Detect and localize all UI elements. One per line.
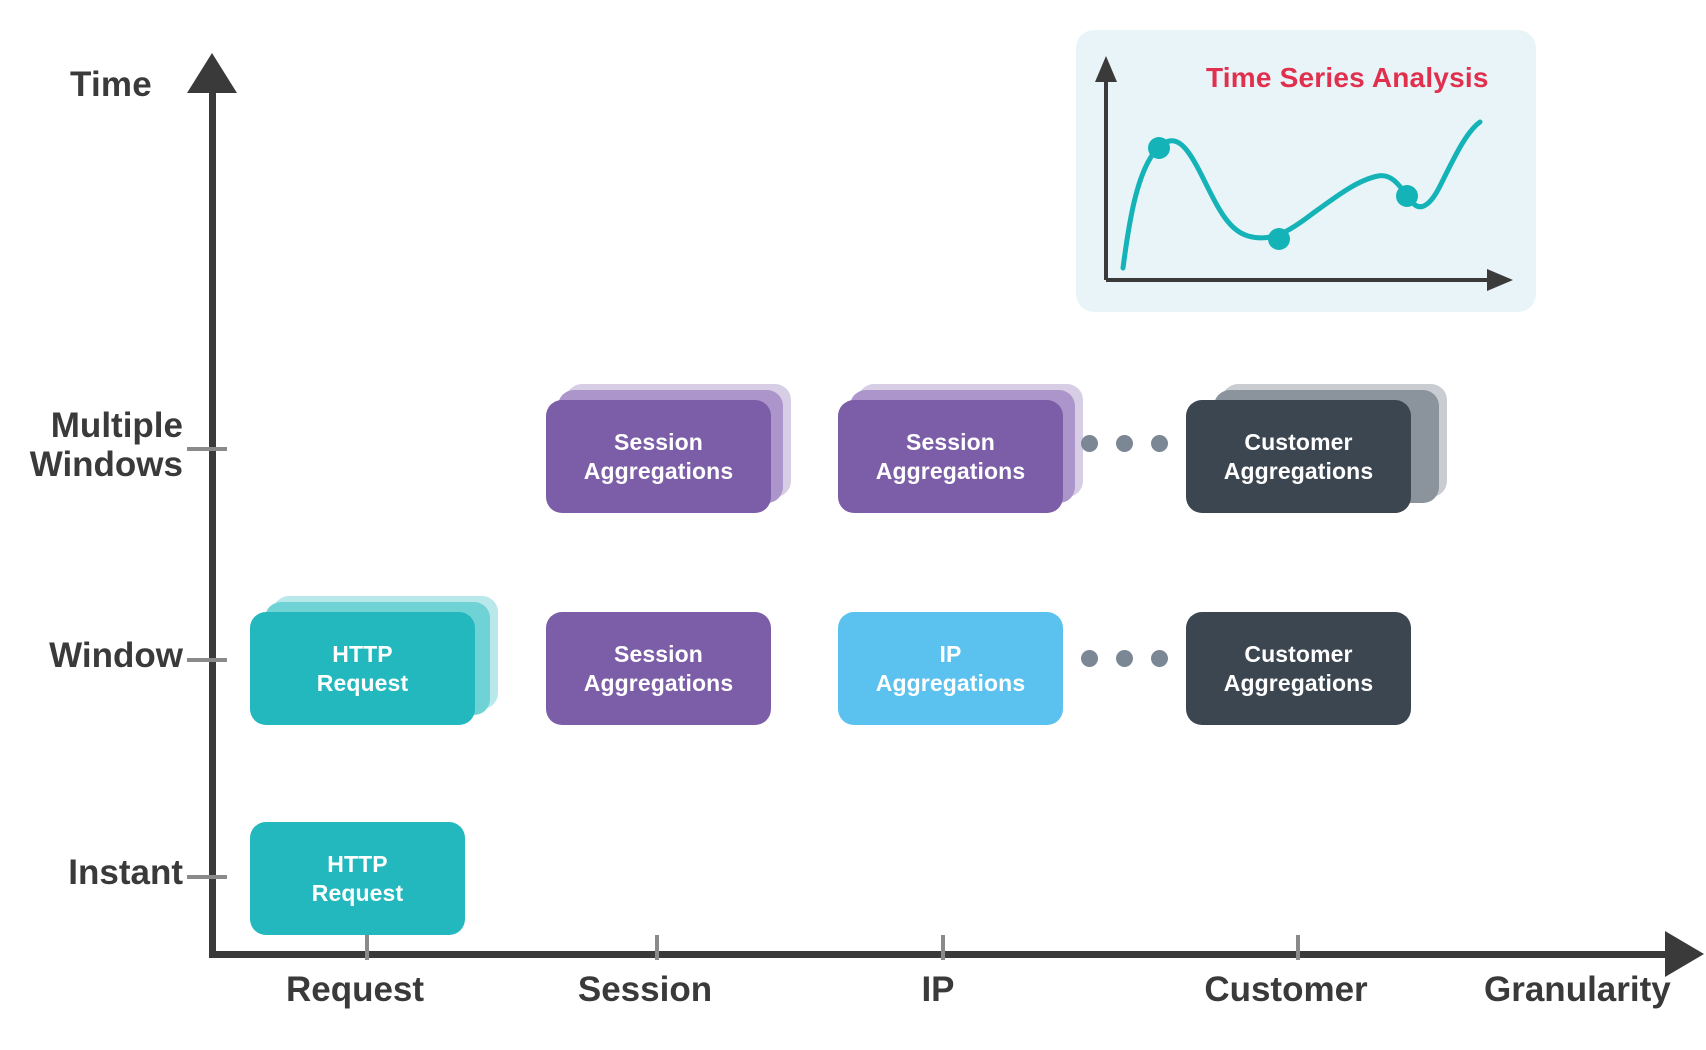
y-axis-arrow-icon	[187, 53, 237, 93]
x-label-customer: Customer	[1204, 970, 1368, 1009]
dot-icon	[1116, 650, 1133, 667]
x-tick-request	[365, 935, 369, 960]
node-http-request-window[interactable]: HTTP Request	[250, 612, 475, 725]
time-series-inset-chart	[1095, 56, 1513, 291]
x-tick-session	[655, 935, 659, 960]
inset-marker-point	[1396, 185, 1418, 207]
y-tick-window	[187, 658, 227, 662]
node-http-request-instant[interactable]: HTTP Request	[250, 822, 465, 935]
x-axis-title: Granularity	[1484, 970, 1671, 1009]
node-label: Session Aggregations	[583, 640, 734, 696]
y-label-instant: Instant	[68, 853, 183, 892]
dot-icon	[1151, 650, 1168, 667]
dot-icon	[1151, 435, 1168, 452]
node-label: Session Aggregations	[875, 428, 1026, 484]
time-series-inset-card	[1076, 30, 1536, 312]
node-label: HTTP Request	[311, 850, 404, 906]
y-label-window: Window	[49, 636, 183, 675]
y-tick-multiple-windows	[187, 447, 227, 451]
x-label-session: Session	[577, 970, 713, 1009]
node-session-aggregations-multiwindow-ip[interactable]: Session Aggregations	[838, 400, 1063, 513]
x-label-ip: IP	[921, 970, 955, 1009]
node-label: Session Aggregations	[583, 428, 734, 484]
inset-marker-point	[1148, 137, 1170, 159]
x-axis-arrow-icon	[1665, 931, 1704, 977]
x-tick-customer	[1296, 935, 1300, 960]
node-label: Customer Aggregations	[1223, 428, 1374, 484]
y-axis-line	[209, 84, 216, 958]
node-customer-aggregations-window[interactable]: Customer Aggregations	[1186, 612, 1411, 725]
node-session-aggregations-window[interactable]: Session Aggregations	[546, 612, 771, 725]
y-label-multiple-windows: Multiple Windows	[29, 406, 183, 485]
node-label: IP Aggregations	[875, 640, 1026, 696]
dot-icon	[1081, 650, 1098, 667]
node-customer-aggregations-multiwindow[interactable]: Customer Aggregations	[1186, 400, 1411, 513]
inset-x-axis-arrow-icon	[1487, 269, 1513, 291]
node-session-aggregations-multiwindow-session[interactable]: Session Aggregations	[546, 400, 771, 513]
ellipsis-dots-window	[1081, 650, 1168, 667]
x-label-request: Request	[285, 970, 425, 1009]
inset-series-line	[1120, 119, 1483, 271]
ellipsis-dots-multiwindow	[1081, 435, 1168, 452]
dot-icon	[1081, 435, 1098, 452]
time-series-inset-title: Time Series Analysis	[1206, 62, 1489, 93]
dot-icon	[1116, 435, 1133, 452]
y-tick-instant	[187, 875, 227, 879]
x-tick-ip	[941, 935, 945, 960]
inset-marker-point	[1268, 228, 1290, 250]
inset-y-axis-arrow-icon	[1095, 56, 1117, 82]
node-label: HTTP Request	[316, 640, 409, 696]
node-ip-aggregations-window[interactable]: IP Aggregations	[838, 612, 1063, 725]
y-axis-title: Time	[70, 65, 152, 104]
node-label: Customer Aggregations	[1223, 640, 1374, 696]
